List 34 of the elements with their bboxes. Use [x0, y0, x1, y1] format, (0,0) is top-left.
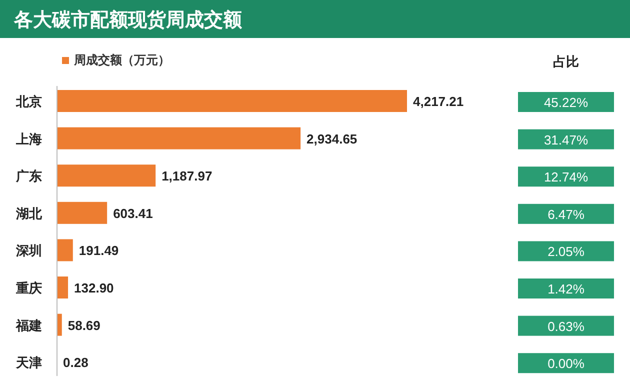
- y-tick-label: 湖北: [15, 206, 43, 221]
- y-tick-label: 上海: [15, 131, 42, 146]
- data-label: 132.90: [74, 280, 114, 296]
- data-label: 1,187.97: [162, 168, 212, 184]
- data-label: 0.28: [63, 355, 88, 370]
- text: 2.05%: [548, 244, 585, 260]
- data-label: 603.41: [113, 206, 153, 221]
- bar: [57, 164, 156, 187]
- data-label: 58.69: [68, 318, 100, 333]
- data-label: 2,934.65: [306, 131, 358, 146]
- text: 0.00%: [548, 356, 585, 372]
- bar: [57, 314, 62, 336]
- text: 1.42%: [548, 282, 585, 296]
- text: 6.47%: [548, 206, 585, 222]
- y-tick-label: 北京: [15, 94, 42, 109]
- data-label: 191.49: [78, 243, 119, 258]
- y-tick-label: 广东: [15, 168, 42, 184]
- text: 占比: [553, 54, 579, 69]
- bar: [57, 90, 407, 112]
- chart-title: 各大碳市配额现货周成交额: [13, 9, 243, 31]
- bar: [57, 202, 108, 224]
- y-tick-label: 福建: [15, 318, 42, 333]
- text: 45.22%: [544, 95, 588, 110]
- y-tick-label: 深圳: [15, 243, 42, 258]
- y-tick-label: 重庆: [15, 280, 42, 296]
- data-label: 4,217.21: [413, 94, 464, 109]
- y-tick-label: 天津: [15, 355, 42, 370]
- legend-label: 周成交额（万元）: [73, 53, 170, 67]
- bar: [57, 127, 301, 150]
- text: 12.74%: [544, 170, 588, 185]
- bar: [57, 239, 73, 262]
- bar: [57, 276, 68, 298]
- text: 31.47%: [544, 132, 588, 148]
- text: 0.63%: [548, 318, 585, 334]
